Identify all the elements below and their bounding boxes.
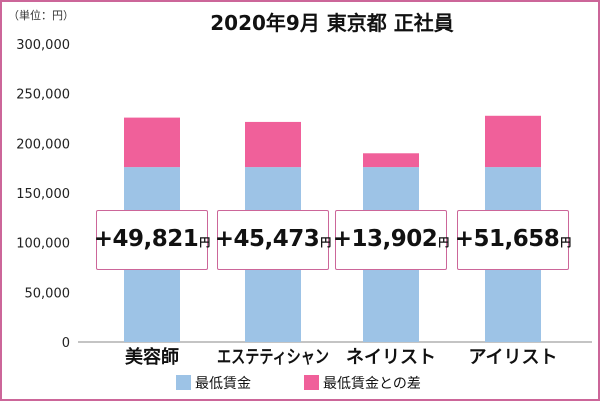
difference-value: +49,821 xyxy=(93,226,199,252)
bar-difference-2 xyxy=(245,121,301,168)
x-category-label: 美容師 xyxy=(125,346,179,368)
difference-value: +13,902 xyxy=(332,226,438,252)
y-tick-label: 300,000 xyxy=(16,38,70,53)
bar-difference-1 xyxy=(124,117,180,168)
bar-difference-4 xyxy=(485,115,541,168)
y-tick-label: 100,000 xyxy=(16,237,70,252)
difference-value: +45,473 xyxy=(214,226,320,252)
difference-unit: 円 xyxy=(438,236,450,249)
difference-value: +51,658 xyxy=(454,226,560,252)
difference-callout: +49,821 円 xyxy=(93,210,211,270)
y-tick-label: 250,000 xyxy=(16,88,70,103)
y-tick-label: 200,000 xyxy=(16,137,70,152)
legend-swatch xyxy=(304,375,319,390)
y-tick-label: 50,000 xyxy=(25,286,71,301)
x-category-label: アイリスト xyxy=(468,347,557,368)
y-tick-label: 150,000 xyxy=(16,187,70,202)
x-category-label: エステティシャン xyxy=(217,347,329,368)
difference-callout: +13,902 円 xyxy=(332,210,450,270)
legend-label: 最低賃金との差 xyxy=(323,376,421,392)
chart-title: 2020年9月 東京都 正社員 xyxy=(210,11,454,35)
bar-difference-3 xyxy=(363,153,419,168)
x-category-label: ネイリスト xyxy=(346,347,436,368)
difference-callout: +45,473 円 xyxy=(214,210,332,270)
difference-unit: 円 xyxy=(320,236,332,249)
difference-unit: 円 xyxy=(560,236,572,249)
unit-label: （単位：円） xyxy=(8,8,74,22)
legend-swatch xyxy=(176,375,191,390)
legend-label: 最低賃金 xyxy=(195,376,251,392)
difference-callout: +51,658 円 xyxy=(454,210,572,270)
difference-unit: 円 xyxy=(199,236,211,249)
y-tick-label: 0 xyxy=(62,336,70,351)
